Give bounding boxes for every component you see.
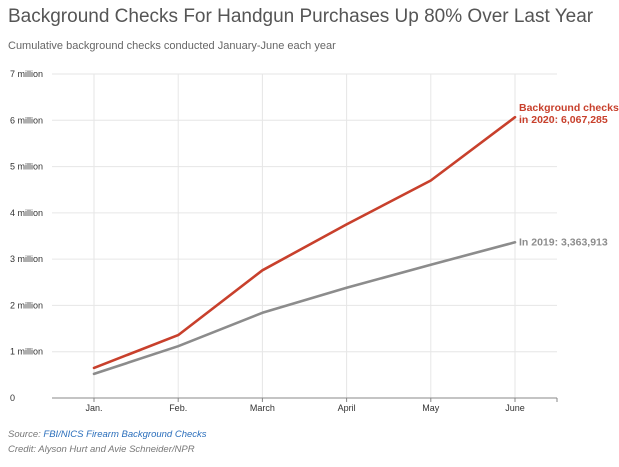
chart-subtitle: Cumulative background checks conducted J… [8,40,336,52]
grid [52,73,557,398]
x-tick-label: Jan. [85,403,102,413]
chart-title: Background Checks For Handgun Purchases … [8,6,594,27]
source-prefix: Source: [8,429,44,440]
y-tick-label: 7 million [10,69,43,79]
series-label-line: Background checks [519,102,619,114]
x-tick-label: March [250,403,275,413]
y-tick-label: 2 million [10,300,43,310]
series-label-2020: Background checks in 2020: 6,067,285 [519,102,619,126]
series-label-2019: In 2019: 3,363,913 [519,236,608,248]
series-line-2019 [92,241,517,376]
y-tick-label: 0 [10,393,15,403]
x-tick-label: Feb. [169,403,187,413]
series-line-2020 [92,115,517,370]
x-tick-label: June [505,403,525,413]
y-tick-label: 3 million [10,254,43,264]
x-tick-label: April [338,403,356,413]
y-tick-label: 1 million [10,347,43,357]
series-label-line: in 2020: 6,067,285 [519,114,608,126]
x-tick-label: May [422,403,440,413]
axes: 0 1 million 2 million 3 million 4 million 5 m… [10,69,558,413]
y-tick-label: 5 million [10,162,43,172]
credit-line: Credit: Alyson Hurt and Avie Schneider/N… [8,444,195,455]
source-link[interactable]: FBI/NICS Firearm Background Checks [43,429,207,440]
series-label-line: In 2019: 3,363,913 [519,236,608,248]
source-line: Source: FBI/NICS Firearm Background Chec… [8,429,207,440]
y-tick-label: 6 million [10,115,43,125]
series [92,115,517,376]
y-tick-label: 4 million [10,208,43,218]
series-labels: Background checks in 2020: 6,067,285 In 20… [519,102,619,248]
